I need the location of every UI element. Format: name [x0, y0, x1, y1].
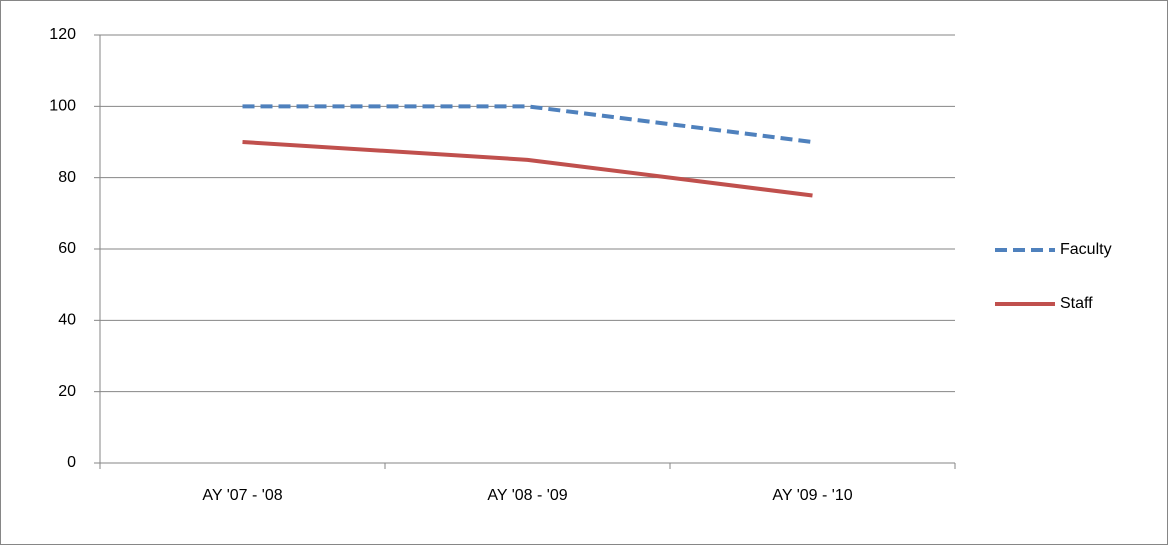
x-tick-label: AY '08 - '09 [487, 487, 567, 504]
y-tick-label: 80 [58, 169, 76, 186]
series-line [242, 104, 813, 144]
y-tick-label: 20 [58, 383, 76, 400]
y-tick-label: 0 [67, 454, 76, 471]
y-tick-label: 120 [49, 26, 76, 43]
x-tick-label: AY '09 - '10 [772, 487, 852, 504]
y-tick-label: 100 [49, 98, 76, 115]
series-line [242, 140, 813, 198]
y-tick-label: 40 [58, 312, 76, 329]
y-tick-label: 60 [58, 240, 76, 257]
legend-label: Faculty [1060, 241, 1112, 258]
x-tick-label: AY '07 - '08 [202, 487, 282, 504]
legend-label: Staff [1060, 295, 1093, 312]
